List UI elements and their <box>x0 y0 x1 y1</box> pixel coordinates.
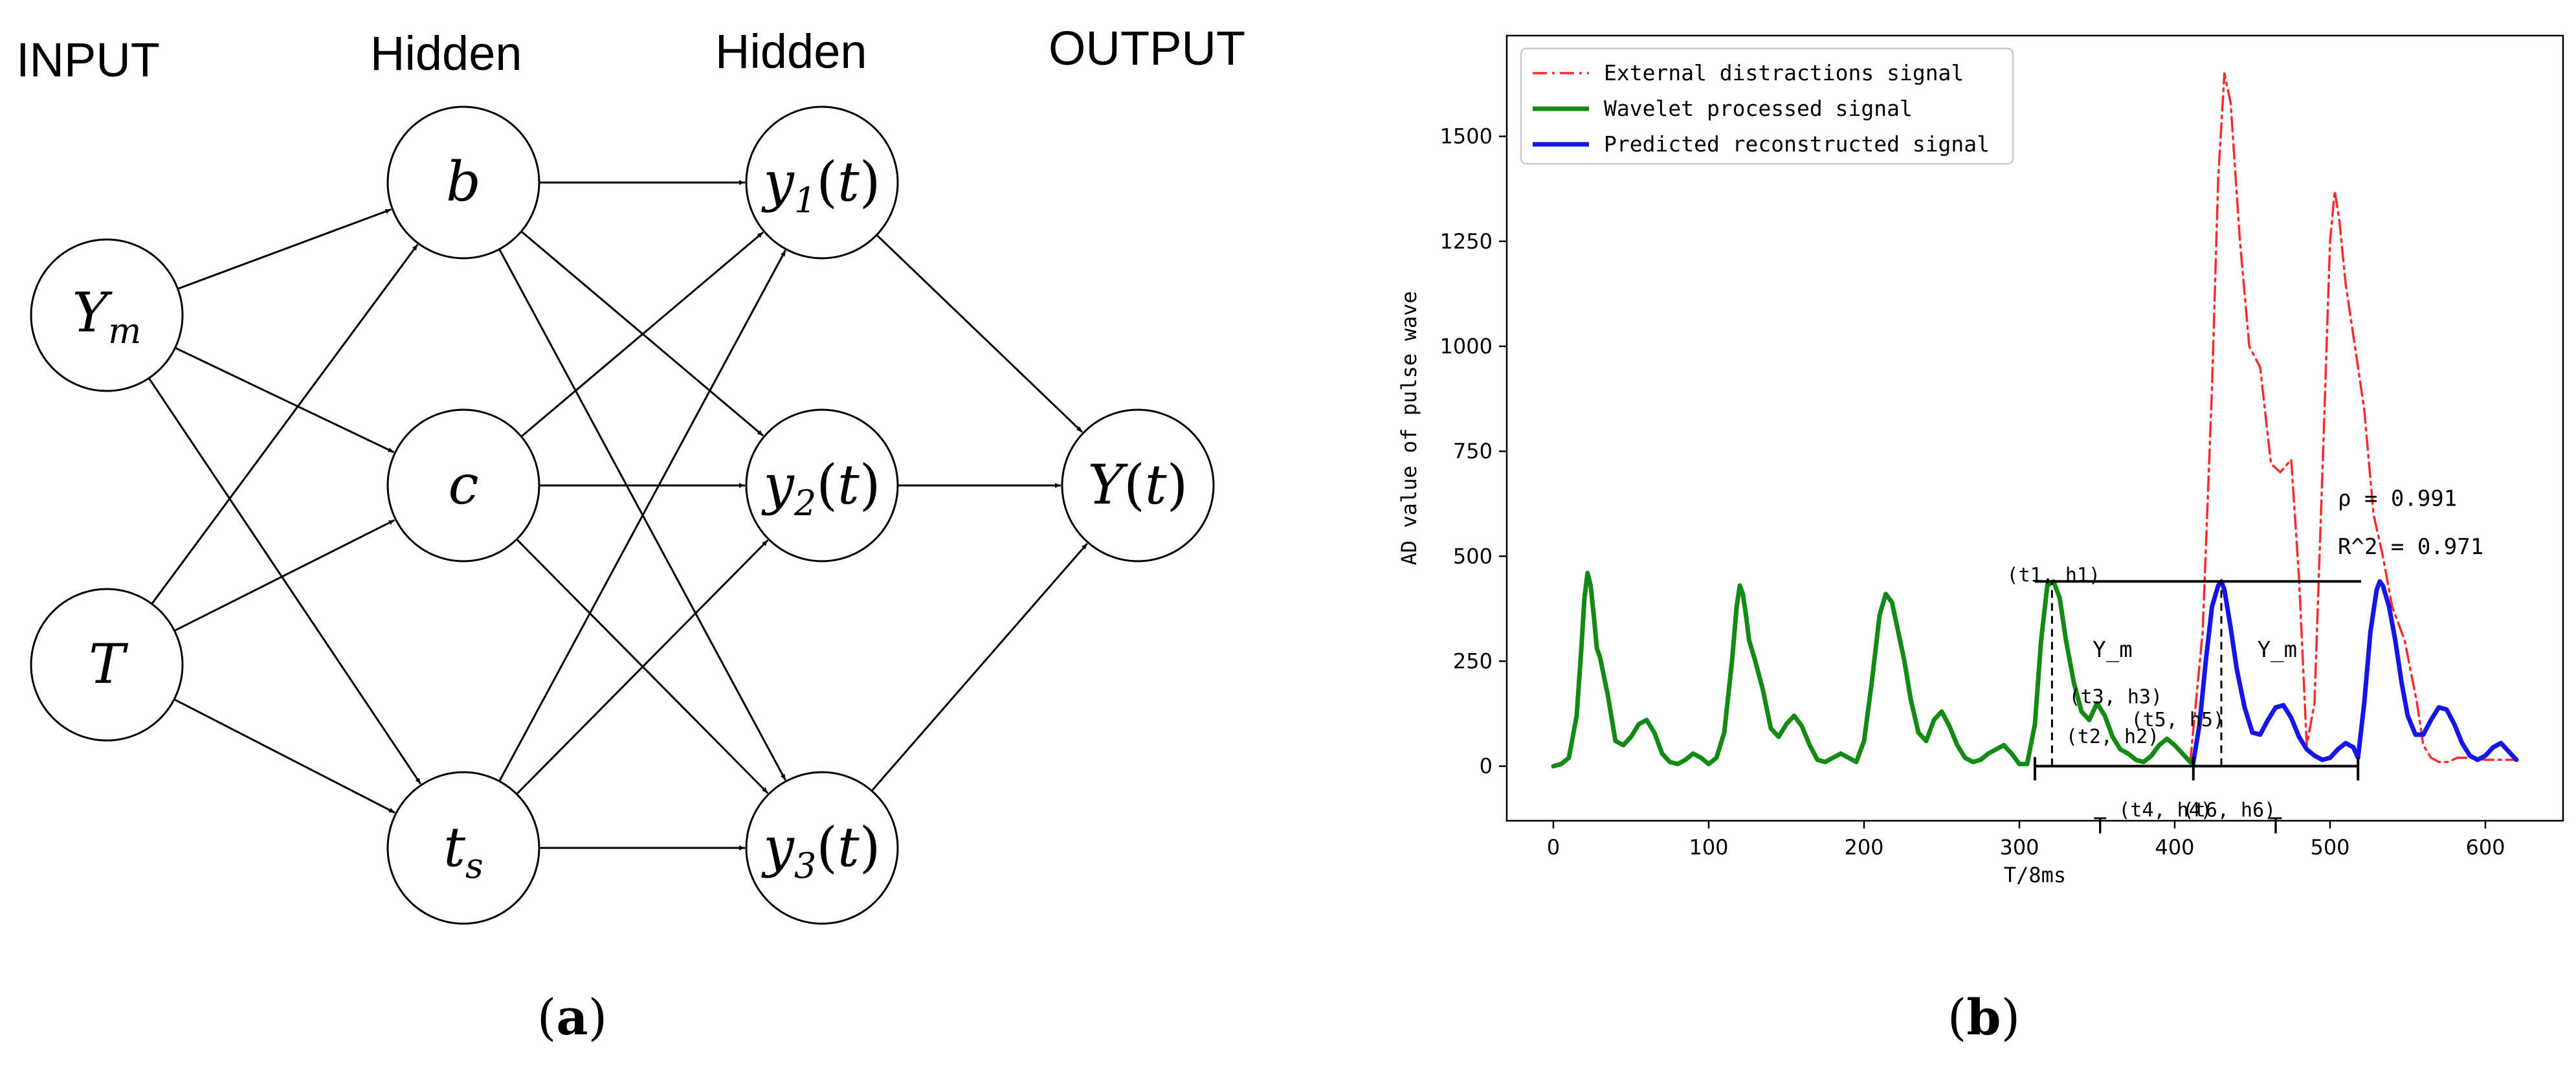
annotation-label: (t5, h5) <box>2131 709 2225 731</box>
network-diagram: INPUT Hidden Hidden OUTPUT Ym T b c ts y… <box>16 21 1245 1046</box>
svg-text:y1(t): y1(t) <box>761 150 880 221</box>
y-tick-label: 250 <box>1453 649 1493 674</box>
svg-text:c: c <box>448 453 478 517</box>
node-y1: y1(t) <box>745 106 899 260</box>
series-layer <box>1551 72 2519 769</box>
x-axis-ticks: 0 100 200 300 400 500 600 <box>1547 821 2505 860</box>
plot-frame <box>1505 34 2564 822</box>
edge-t-to-b <box>151 243 419 605</box>
node-ym: Ym <box>30 238 184 392</box>
node-y3: y3(t) <box>745 771 899 925</box>
svg-text:b: b <box>446 150 481 214</box>
edge-t-to-ts <box>173 698 395 814</box>
edge-c-to-y1 <box>520 231 764 438</box>
edge-ts-to-y2 <box>516 539 769 795</box>
reference-lines <box>2034 580 2361 781</box>
y-tick-label: 1500 <box>1440 124 1493 149</box>
plot-border <box>1505 34 2564 822</box>
y-tick-label: 1250 <box>1440 229 1493 254</box>
edge-ym-to-c <box>174 347 395 454</box>
edge-y1-to-yout <box>876 234 1083 433</box>
layer-title-input: INPUT <box>16 33 160 87</box>
network-edges <box>148 180 1088 851</box>
svg-text:Y(t): Y(t) <box>1088 453 1188 517</box>
x-tick-label: 400 <box>2155 835 2194 860</box>
layer-title-hidden-2: Hidden <box>715 25 867 78</box>
x-tick-label: 600 <box>2465 835 2505 860</box>
svg-text:T: T <box>89 632 129 696</box>
node-c: c <box>386 408 540 562</box>
annotation-label: (t6, h6) <box>2182 799 2276 822</box>
node-b: b <box>386 106 540 260</box>
node-y2: y2(t) <box>745 408 899 562</box>
y-axis-ticks: 0 250 500 750 1000 1250 1500 <box>1440 124 1507 779</box>
series-line-2 <box>2191 579 2519 764</box>
panel-a-label: (a) <box>537 988 608 1046</box>
legend-label-0: External distractions signal <box>1604 60 1964 85</box>
node-yout: Y(t) <box>1061 408 1215 562</box>
x-tick-label: 300 <box>1999 835 2039 860</box>
y-axis-title: AD value of pulse wave <box>1397 291 1421 566</box>
y-tick-label: 1000 <box>1440 334 1493 359</box>
annotation-label: T <box>2094 813 2107 839</box>
annotation-label: ρ = 0.991 <box>2338 486 2457 512</box>
x-tick-label: 100 <box>1689 835 1728 860</box>
svg-text:y3(t): y3(t) <box>761 816 880 886</box>
legend-label-1: Wavelet processed signal <box>1604 96 1913 121</box>
node-t: T <box>30 588 184 742</box>
annotation-label: (t4, h4) <box>2118 799 2212 822</box>
x-tick-label: 0 <box>1547 835 1560 860</box>
annotation-label: (t3, h3) <box>2069 685 2163 708</box>
edge-ym-to-b <box>177 208 392 290</box>
annotation-label: Y_m <box>2093 637 2132 663</box>
pulse-wave-chart: 0 100 200 300 400 500 600 0 250 500 750 1000 1250 15… <box>1397 34 2564 1046</box>
y-tick-label: 0 <box>1480 754 1493 779</box>
legend-box <box>1520 47 2014 165</box>
annotations: (t1, h1) Y_m (t3, h3) (t2, h2)(t5, h5) (t4, … <box>2007 486 2484 840</box>
panel-b-label: (b) <box>1948 988 2020 1046</box>
svg-text:y2(t): y2(t) <box>761 453 880 524</box>
annotation-label: T <box>2269 813 2282 839</box>
annotation-label: R^2 = 0.971 <box>2338 534 2483 560</box>
layer-title-hidden-1: Hidden <box>370 27 522 80</box>
annotation-label: (t2, h2) <box>2066 726 2160 748</box>
node-ts: ts <box>386 771 540 925</box>
edge-ym-to-ts <box>148 377 422 784</box>
legend: External distractions signal Wavelet proc… <box>1520 47 2014 165</box>
edge-t-to-c <box>173 519 395 632</box>
edge-y3-to-yout <box>871 542 1088 792</box>
edge-ts-to-y1 <box>498 250 786 782</box>
svg-text:ts: ts <box>443 816 483 886</box>
x-axis-title: T/8ms <box>2004 863 2066 887</box>
x-tick-label: 500 <box>2310 835 2349 860</box>
annotation-label: (t1, h1) <box>2007 564 2101 586</box>
series-line-1 <box>1551 570 2196 769</box>
annotation-label: Y_m <box>2258 637 2297 663</box>
legend-label-2: Predicted reconstructed signal <box>1604 131 1990 157</box>
y-tick-label: 500 <box>1453 544 1493 568</box>
layer-title-output: OUTPUT <box>1049 21 1245 75</box>
series-line-0 <box>2189 72 2518 763</box>
svg-text:Ym: Ym <box>72 281 142 351</box>
x-tick-label: 200 <box>1844 835 1883 860</box>
y-tick-label: 750 <box>1453 439 1493 463</box>
